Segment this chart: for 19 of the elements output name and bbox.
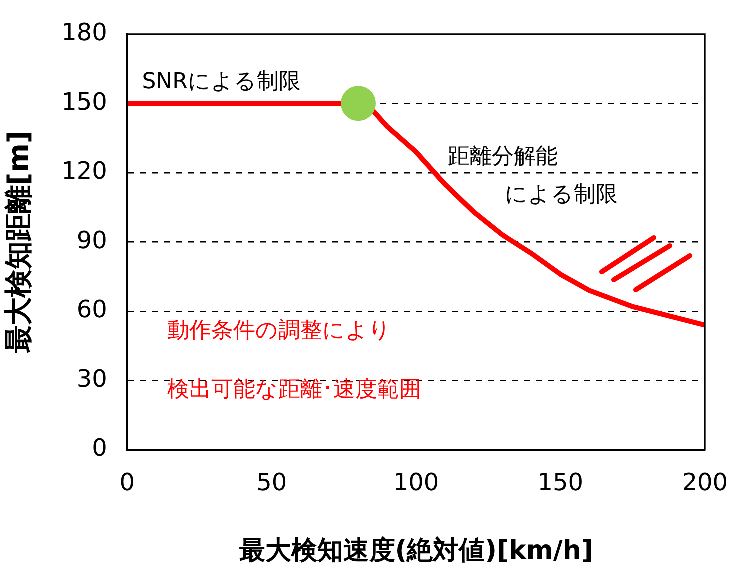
y-tick-label: 180 <box>62 18 108 47</box>
y-tick-label: 60 <box>76 296 108 324</box>
annotation: 動作条件の調整により <box>168 318 392 344</box>
annotation: 距離分解能 <box>448 144 558 170</box>
y-tick-label: 30 <box>76 364 108 393</box>
x-tick-label: 100 <box>393 468 440 497</box>
annotation: SNRによる制限 <box>142 69 301 94</box>
annotation: による制限 <box>505 182 618 208</box>
x-tick-label: 50 <box>256 468 288 497</box>
y-tick-label: 0 <box>92 434 108 462</box>
y-axis-title: 最大検知距離[m] <box>2 130 36 355</box>
annotation: 検出可能な距離･速度範囲 <box>168 377 422 402</box>
x-tick-label: 150 <box>538 468 584 497</box>
y-tick-label: 120 <box>62 157 108 186</box>
y-tick-label: 150 <box>62 88 108 116</box>
x-tick-label: 0 <box>120 468 136 497</box>
x-axis-title: 最大検知速度(絶対値)[km/h] <box>238 536 594 566</box>
x-tick-label: 200 <box>682 468 728 497</box>
y-tick-label: 90 <box>76 226 108 254</box>
